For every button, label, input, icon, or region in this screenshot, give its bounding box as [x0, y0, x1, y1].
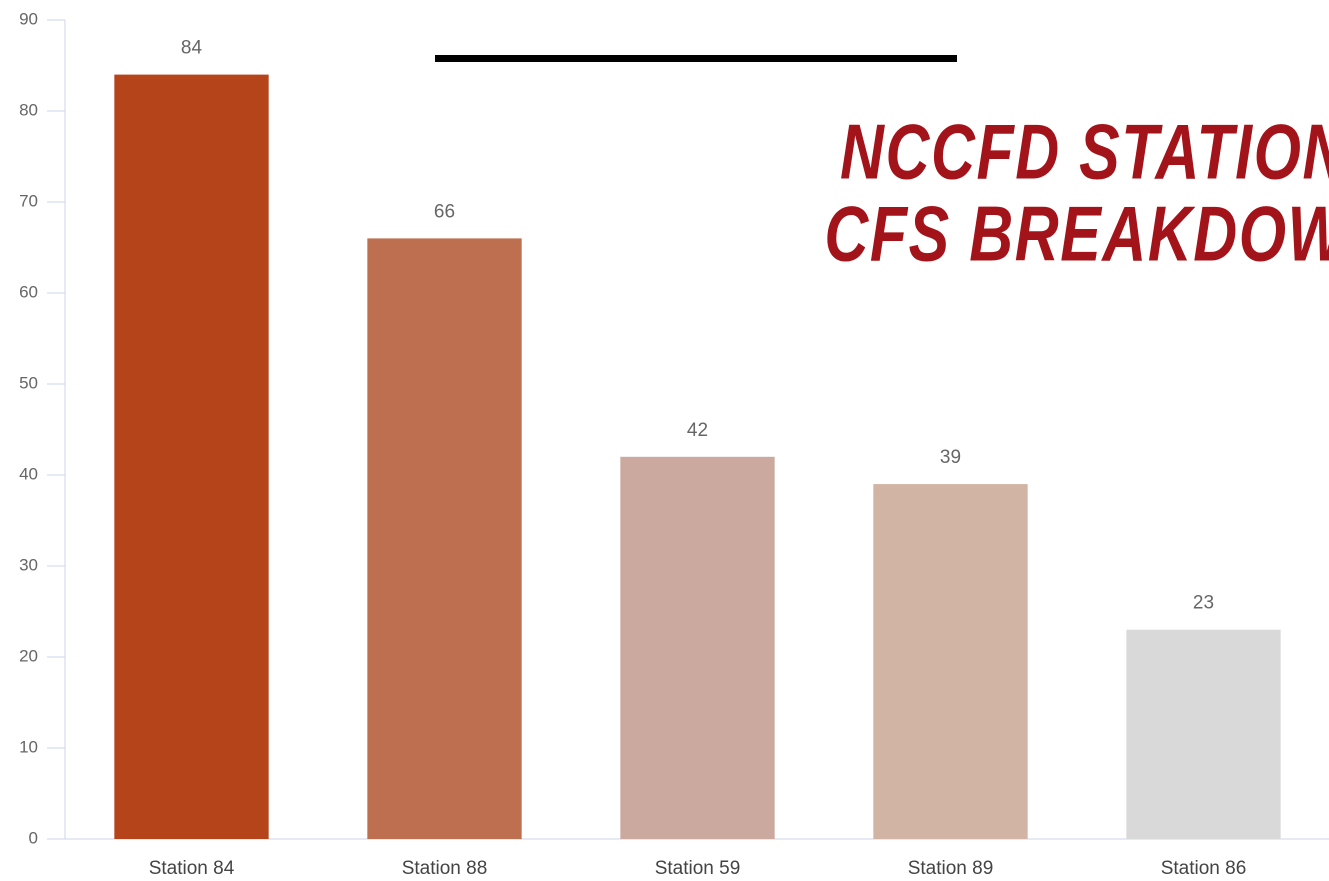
x-tick-label: Station 89 [908, 858, 994, 879]
bar [873, 484, 1028, 839]
chart-title: NCCFD STATION [840, 108, 1329, 195]
data-label: 84 [181, 38, 203, 59]
x-tick-label: Station 84 [149, 858, 235, 879]
chart-title: CFS BREAKDOWN [824, 190, 1329, 277]
y-tick-label: 40 [19, 464, 38, 483]
y-tick-label: 60 [19, 282, 38, 301]
data-label: 23 [1193, 593, 1214, 614]
y-tick-label: 90 [19, 9, 38, 28]
data-label: 42 [687, 420, 708, 441]
bar [1126, 629, 1281, 839]
x-tick-label: Station 88 [402, 858, 488, 879]
y-tick-label: 10 [19, 737, 38, 756]
y-tick-label: 0 [29, 828, 38, 847]
x-tick-label: Station 86 [1161, 858, 1247, 879]
bar [367, 238, 522, 839]
data-label: 66 [434, 201, 455, 222]
decor-line [435, 55, 957, 62]
y-tick-label: 30 [19, 555, 38, 574]
bar [114, 74, 269, 840]
y-tick-label: 50 [19, 373, 38, 392]
y-tick-label: 70 [19, 191, 38, 210]
bar [620, 456, 775, 839]
y-tick-label: 80 [19, 100, 38, 119]
x-tick-label: Station 59 [655, 858, 741, 879]
data-label: 39 [940, 447, 961, 468]
y-tick-label: 20 [19, 646, 38, 665]
